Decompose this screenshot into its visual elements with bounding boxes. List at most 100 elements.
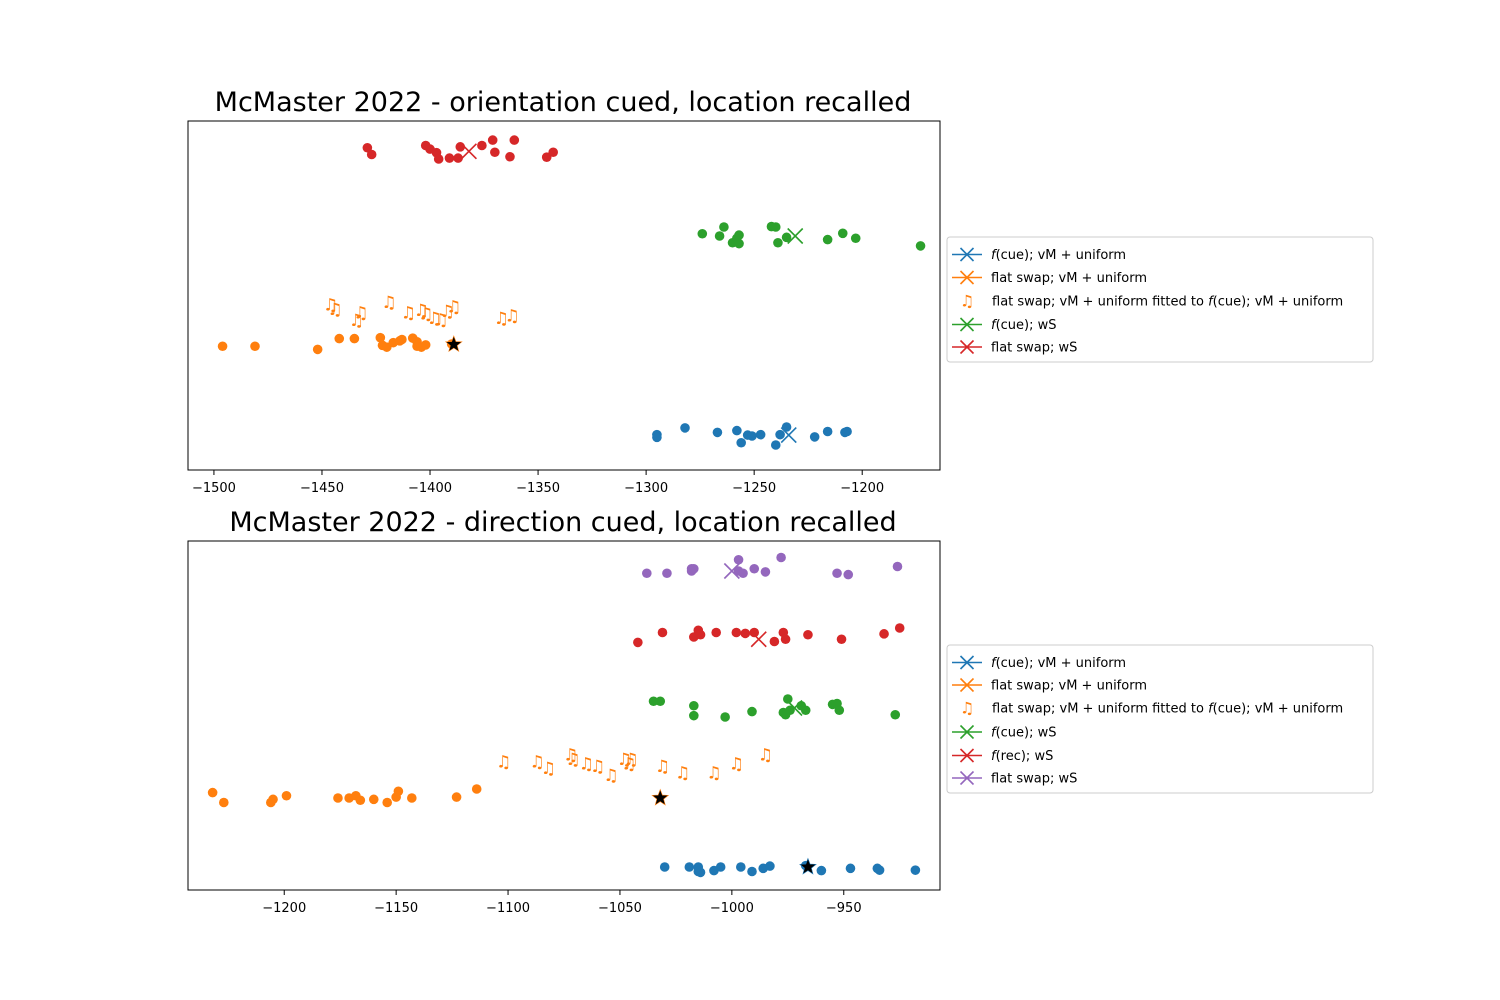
data-point xyxy=(809,432,820,442)
data-point-note: ♫ xyxy=(494,309,509,329)
series-2: ♫ ♫♫♫♫♫♫♫♫♫♫ ♫ ♫ ♫ ♫ ♫ xyxy=(496,746,773,786)
data-point-note: ♫ xyxy=(655,757,670,777)
legend-frame xyxy=(946,236,1374,363)
data-point xyxy=(453,153,463,163)
x-tick-label: −950 xyxy=(826,901,862,916)
data-point xyxy=(843,569,854,580)
data-point xyxy=(477,140,487,151)
data-point-note: ♫ xyxy=(706,764,721,784)
data-point xyxy=(471,784,482,794)
data-point-note: ♫ xyxy=(579,755,594,775)
legend-label: f(cue); wS xyxy=(991,318,1057,333)
data-point-note: ♫ xyxy=(729,755,744,775)
data-point xyxy=(731,627,742,638)
data-point-note: ♫ xyxy=(427,309,442,329)
data-point xyxy=(548,147,558,158)
data-point xyxy=(740,628,751,639)
data-point xyxy=(736,437,746,448)
data-point xyxy=(749,627,760,638)
chart-direction-cued: McMaster 2022 - direction cued, location… xyxy=(187,507,1374,916)
mean-star-marker xyxy=(444,335,463,353)
data-point xyxy=(773,237,783,248)
data-point xyxy=(775,429,785,440)
mean-x-marker xyxy=(780,427,797,444)
data-point xyxy=(733,554,744,565)
data-point xyxy=(822,426,833,437)
legend-label: flat swap; wS xyxy=(991,772,1077,787)
data-point xyxy=(349,333,360,344)
series-3 xyxy=(648,694,901,722)
data-point xyxy=(505,151,515,162)
data-point xyxy=(697,228,708,239)
data-point xyxy=(689,700,699,711)
data-point xyxy=(250,341,260,352)
data-point xyxy=(845,863,856,874)
data-point xyxy=(633,637,643,648)
series-0 xyxy=(659,857,921,878)
legend-x-marker xyxy=(959,748,975,763)
data-point xyxy=(689,563,699,574)
data-point xyxy=(749,563,760,574)
data-point xyxy=(715,862,726,872)
legend-item: flat swap; wS xyxy=(952,339,1077,356)
legend-item: f(cue); wS xyxy=(952,724,1057,741)
chart-title: McMaster 2022 - orientation cued, locati… xyxy=(215,87,912,118)
data-point xyxy=(769,636,780,647)
data-point xyxy=(712,427,723,438)
data-point xyxy=(770,440,781,450)
legend-note-marker: ♫ xyxy=(960,699,974,718)
legend-x-marker xyxy=(959,770,975,786)
legend-item: f(cue); vM + uniform xyxy=(952,247,1126,263)
data-point xyxy=(783,694,793,704)
data-point xyxy=(734,230,744,240)
legend-label: flat swap; vM + uniform fitted to f(cue)… xyxy=(992,295,1343,310)
data-point xyxy=(393,786,404,797)
data-point xyxy=(803,629,813,640)
data-point-note: ♫ xyxy=(590,757,605,777)
data-point xyxy=(451,792,462,802)
legend-item: ♫ flat swap; vM + uniform fitted to f(cue… xyxy=(960,699,1343,718)
legend-label: flat swap; wS xyxy=(991,341,1077,356)
plot-frame xyxy=(187,540,941,891)
data-point xyxy=(652,432,662,443)
data-point xyxy=(747,866,757,877)
plot-frame xyxy=(187,120,941,471)
legend-label: f(rec); wS xyxy=(991,749,1053,764)
data-point xyxy=(734,238,744,249)
mean-x-marker xyxy=(723,562,740,580)
data-point xyxy=(407,793,417,803)
data-point xyxy=(366,149,377,160)
data-point xyxy=(657,627,668,638)
mean-x-marker xyxy=(786,699,803,717)
data-point xyxy=(738,568,748,579)
data-point xyxy=(816,865,827,876)
data-point-note: ♫ xyxy=(505,307,520,327)
data-point xyxy=(781,232,792,243)
legend-x-marker xyxy=(959,724,975,740)
data-point-note: ♫ xyxy=(758,746,773,766)
data-point xyxy=(894,623,905,633)
data-point xyxy=(219,797,229,808)
data-point xyxy=(719,222,729,232)
data-point xyxy=(770,222,781,232)
data-point xyxy=(892,561,903,572)
legend-item: f(rec); wS xyxy=(952,748,1053,764)
data-point xyxy=(312,344,323,355)
legend-item: flat swap; vM + uniform xyxy=(952,677,1147,694)
data-point xyxy=(217,341,228,352)
legend-note-marker: ♫ xyxy=(960,292,974,311)
series-5 xyxy=(642,552,903,580)
data-point xyxy=(655,696,666,707)
data-point-note: ♫ xyxy=(563,746,578,766)
data-point xyxy=(368,794,379,805)
data-point xyxy=(420,340,431,350)
data-point xyxy=(689,710,699,721)
data-point xyxy=(915,241,926,251)
data-point xyxy=(695,867,706,878)
legend-x-marker xyxy=(959,655,975,670)
data-point xyxy=(680,423,690,433)
data-point-note: ♫ xyxy=(624,750,639,770)
data-point xyxy=(375,332,386,343)
data-point-note: ♫ xyxy=(353,304,368,324)
